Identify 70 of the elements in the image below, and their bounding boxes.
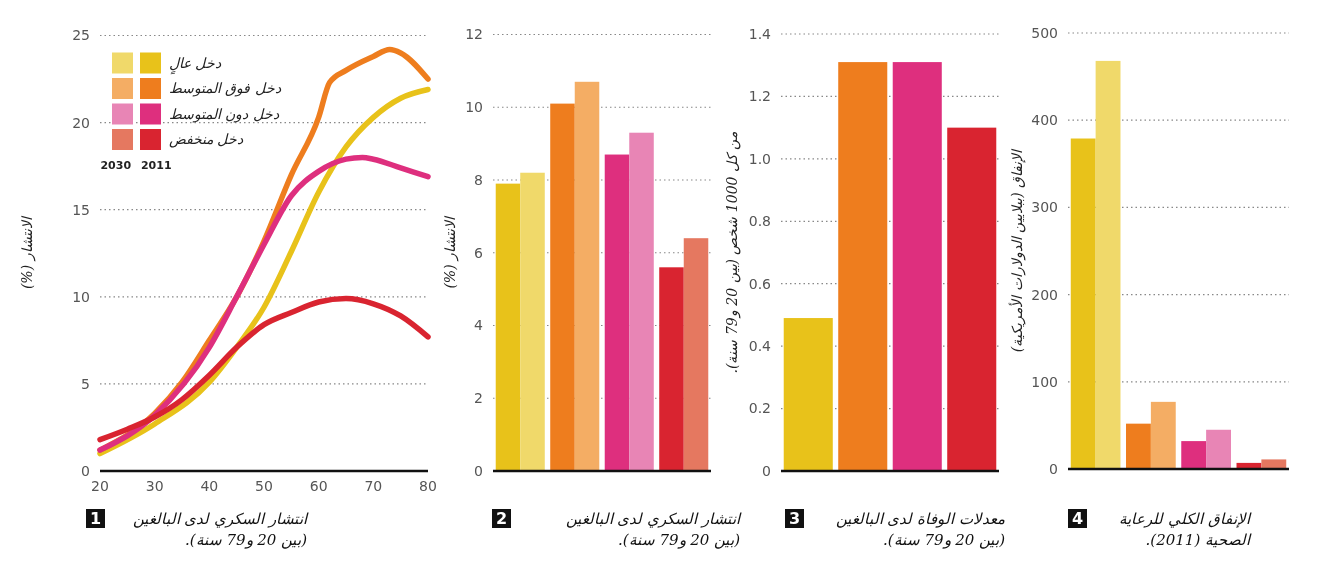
- bar: [1181, 441, 1207, 469]
- bar: [1095, 60, 1121, 469]
- text: (بين 20 و79 سنة).: [618, 531, 741, 549]
- x-tick-label: 30: [145, 478, 164, 494]
- text: انتشار السكري لدى البالغين: [565, 510, 742, 528]
- text: (بين 20 و79 سنة).: [185, 531, 308, 549]
- bar: [892, 62, 942, 471]
- bar: [947, 127, 997, 471]
- y-tick-label: 4: [474, 317, 484, 334]
- y-tick-label: 5: [81, 375, 90, 392]
- text: الصحية (2011).: [1145, 531, 1252, 549]
- y-tick-label: 10: [465, 99, 483, 116]
- text: (بين 20 و79 سنة).: [883, 531, 1006, 549]
- x-tick-label: 70: [364, 478, 383, 494]
- y-tick-label: 20: [72, 114, 90, 131]
- bar: [683, 238, 709, 471]
- x-tick-label: 20: [91, 478, 109, 494]
- bar: [550, 103, 575, 471]
- y-tick-label: 10: [72, 288, 90, 305]
- y-tick-label: 0: [81, 462, 90, 479]
- legend-title: 2030 2011: [100, 158, 172, 172]
- y-tick-label: 6: [474, 244, 484, 261]
- bar: [838, 62, 888, 471]
- y-tick-label: 2: [474, 390, 483, 407]
- y-tick-label: 300: [1031, 199, 1058, 216]
- bar: [520, 172, 545, 471]
- y-tick-label: 1.4: [748, 25, 772, 42]
- y-axis-title: الإنفاق (ببلايين الدولارات الأمريكية): [1008, 147, 1026, 353]
- y-tick-label: 25: [72, 27, 90, 44]
- bar: [574, 81, 600, 471]
- x-tick-label: 80: [419, 478, 437, 494]
- y-tick-label: 200: [1031, 286, 1058, 303]
- y-tick-label: 12: [465, 26, 483, 43]
- legend-label: دخل دون المتوسط: [169, 105, 280, 123]
- y-axis-title: من كل 1000 شخص (بين 20 و79 سنة).: [724, 130, 741, 374]
- y-tick-label: 500: [1031, 24, 1058, 41]
- x-tick-label: 60: [309, 478, 328, 494]
- y-tick-label: 1.2: [748, 88, 771, 105]
- text: الإنفاق الكلي للرعاية: [1119, 510, 1252, 528]
- bar: [1070, 138, 1096, 469]
- y-tick-label: 100: [1031, 373, 1058, 390]
- y-tick-label: 0.2: [748, 400, 771, 417]
- text: انتشار السكري لدى البالغين: [132, 510, 309, 528]
- y-tick-label: 0.8: [748, 213, 771, 230]
- bar: [1150, 401, 1176, 469]
- y-tick-label: 0: [474, 462, 483, 479]
- legend-label: دخل منخفض: [169, 131, 245, 148]
- y-tick-label: 1.0: [748, 150, 771, 167]
- y-tick-label: 400: [1031, 112, 1058, 129]
- y-tick-label: 0.6: [748, 275, 772, 292]
- legend-label: دخل عالٍ: [169, 54, 223, 75]
- bar: [1261, 459, 1287, 469]
- y-tick-label: 8: [474, 171, 483, 188]
- bar: [783, 318, 833, 471]
- y-tick-label: 0: [1049, 460, 1058, 477]
- y-tick-label: 0.4: [748, 338, 772, 355]
- bar: [1126, 423, 1151, 469]
- y-axis-title: الانتشار (%): [442, 214, 459, 289]
- bar: [1206, 429, 1231, 469]
- y-tick-label: 15: [72, 201, 90, 218]
- x-tick-label: 50: [255, 478, 273, 494]
- legend-label: دخل فوق المتوسط: [169, 80, 282, 97]
- y-tick-label: 0: [762, 462, 771, 479]
- bar: [604, 154, 630, 471]
- bar: [495, 183, 521, 471]
- bar: [659, 267, 684, 471]
- x-tick-label: 40: [200, 478, 219, 494]
- bar: [629, 132, 654, 471]
- y-axis-title: الانتشار (%): [19, 215, 36, 290]
- text: معدلات الوفاة لدى البالغين: [835, 510, 1005, 528]
